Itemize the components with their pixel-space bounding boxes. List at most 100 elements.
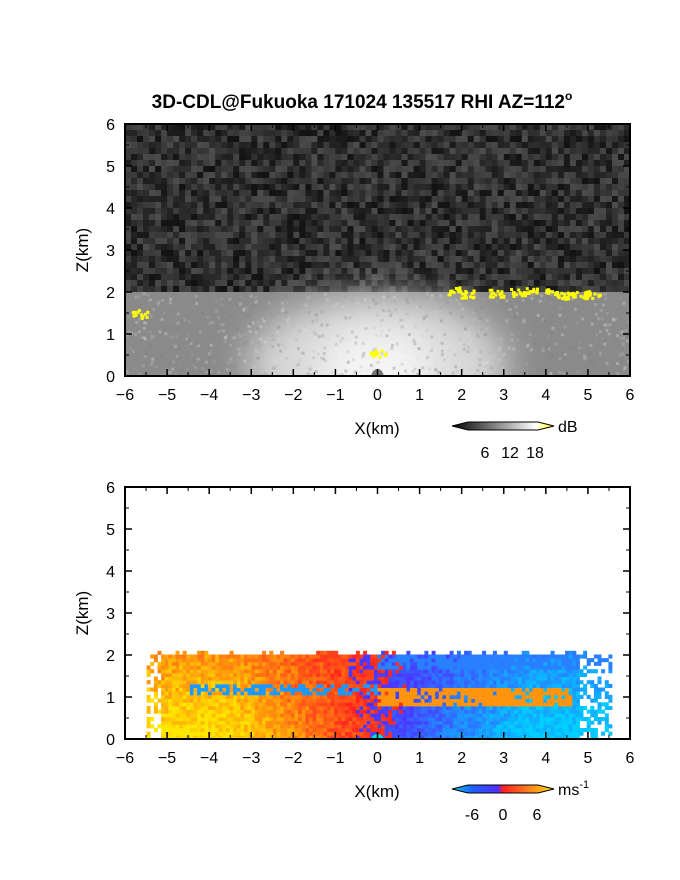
layer-texture — [168, 319, 172, 323]
layer-texture — [314, 332, 318, 336]
velocity-cell — [208, 724, 212, 729]
noise-cell — [413, 172, 420, 179]
noise-cell — [545, 274, 553, 281]
layer-texture — [429, 298, 433, 302]
velocity-cell — [197, 687, 202, 692]
noise-cell — [377, 220, 384, 227]
noise-cell — [437, 184, 444, 191]
noise-cell — [269, 286, 276, 293]
noise-cell — [329, 232, 336, 239]
layer-texture — [368, 295, 372, 298]
velocity-cell — [211, 713, 216, 718]
velocity-cell — [164, 702, 169, 707]
velocity-cell — [171, 731, 176, 736]
noise-cell — [587, 256, 595, 263]
noise-cell — [365, 136, 372, 143]
noise-cell — [527, 232, 535, 239]
noise-cell — [197, 190, 204, 197]
noise-cell — [533, 148, 541, 155]
layer-texture — [166, 334, 170, 338]
layer-texture — [325, 323, 329, 327]
noise-cell — [215, 208, 222, 215]
noise-cell — [269, 178, 276, 185]
velocity-cell — [218, 702, 223, 707]
noise-cell — [593, 190, 601, 197]
backscatter-x-tick-label: −3 — [242, 387, 260, 404]
noise-cell — [143, 136, 150, 143]
noise-cell — [305, 232, 312, 239]
layer-texture — [233, 364, 237, 367]
strong-echo-pixel — [526, 291, 530, 295]
noise-cell — [281, 244, 288, 251]
layer-texture — [308, 367, 312, 371]
layer-texture — [132, 349, 135, 353]
velocity-cell — [200, 705, 205, 710]
noise-cell — [185, 214, 192, 221]
noise-cell — [473, 232, 480, 239]
layer-texture — [466, 346, 470, 349]
noise-cell — [305, 256, 312, 263]
velocity-cell — [175, 676, 180, 681]
velocity-cell — [226, 669, 230, 674]
layer-texture — [483, 368, 487, 372]
backscatter-colorbar-bar — [451, 421, 555, 431]
noise-cell — [491, 268, 498, 275]
noise-cell — [317, 280, 324, 287]
noise-cell — [533, 184, 541, 191]
noise-cell — [527, 274, 535, 281]
noise-cell — [245, 130, 252, 137]
noise-cell — [359, 268, 366, 275]
noise-cell — [209, 220, 216, 227]
noise-cell — [407, 184, 414, 191]
noise-cell — [431, 172, 438, 179]
layer-texture — [590, 360, 594, 364]
noise-cell — [221, 262, 228, 269]
noise-cell — [557, 244, 565, 251]
noise-cell — [593, 286, 601, 293]
noise-cell — [215, 274, 222, 281]
noise-cell — [185, 250, 192, 257]
layer-texture — [390, 311, 394, 315]
noise-cell — [581, 130, 589, 137]
layer-texture — [298, 329, 301, 333]
velocity-cell — [175, 735, 180, 739]
noise-cell — [389, 166, 396, 173]
layer-texture — [175, 327, 179, 331]
velocity-cell — [150, 698, 155, 703]
noise-cell — [347, 130, 354, 137]
layer-texture — [183, 318, 187, 322]
noise-cell — [509, 220, 517, 227]
noise-cell — [407, 190, 414, 197]
noise-cell — [581, 178, 589, 185]
noise-cell — [359, 262, 366, 269]
noise-cell — [497, 268, 504, 275]
noise-cell — [239, 130, 246, 137]
velocity-cell — [193, 658, 198, 663]
layer-texture — [494, 362, 498, 366]
noise-cell — [173, 226, 180, 233]
layer-texture — [426, 356, 429, 360]
noise-cell — [329, 244, 336, 251]
noise-cell — [539, 148, 547, 155]
velocity-cell — [204, 694, 209, 699]
noise-cell — [503, 244, 511, 251]
noise-cell — [497, 256, 504, 263]
noise-cell — [257, 214, 264, 221]
layer-texture — [281, 309, 285, 312]
noise-cell — [185, 196, 192, 203]
noise-cell — [533, 220, 541, 227]
layer-texture — [621, 342, 625, 346]
noise-cell — [209, 274, 216, 281]
noise-cell — [317, 136, 324, 143]
noise-cell — [227, 166, 234, 173]
noise-cell — [527, 142, 535, 149]
noise-cell — [527, 136, 535, 143]
noise-cell — [293, 268, 300, 275]
noise-cell — [245, 280, 252, 287]
velocity-cell — [171, 720, 176, 725]
noise-cell — [618, 148, 625, 155]
noise-cell — [383, 220, 390, 227]
noise-cell — [215, 190, 222, 197]
layer-texture — [254, 330, 258, 334]
layer-texture — [297, 360, 301, 364]
